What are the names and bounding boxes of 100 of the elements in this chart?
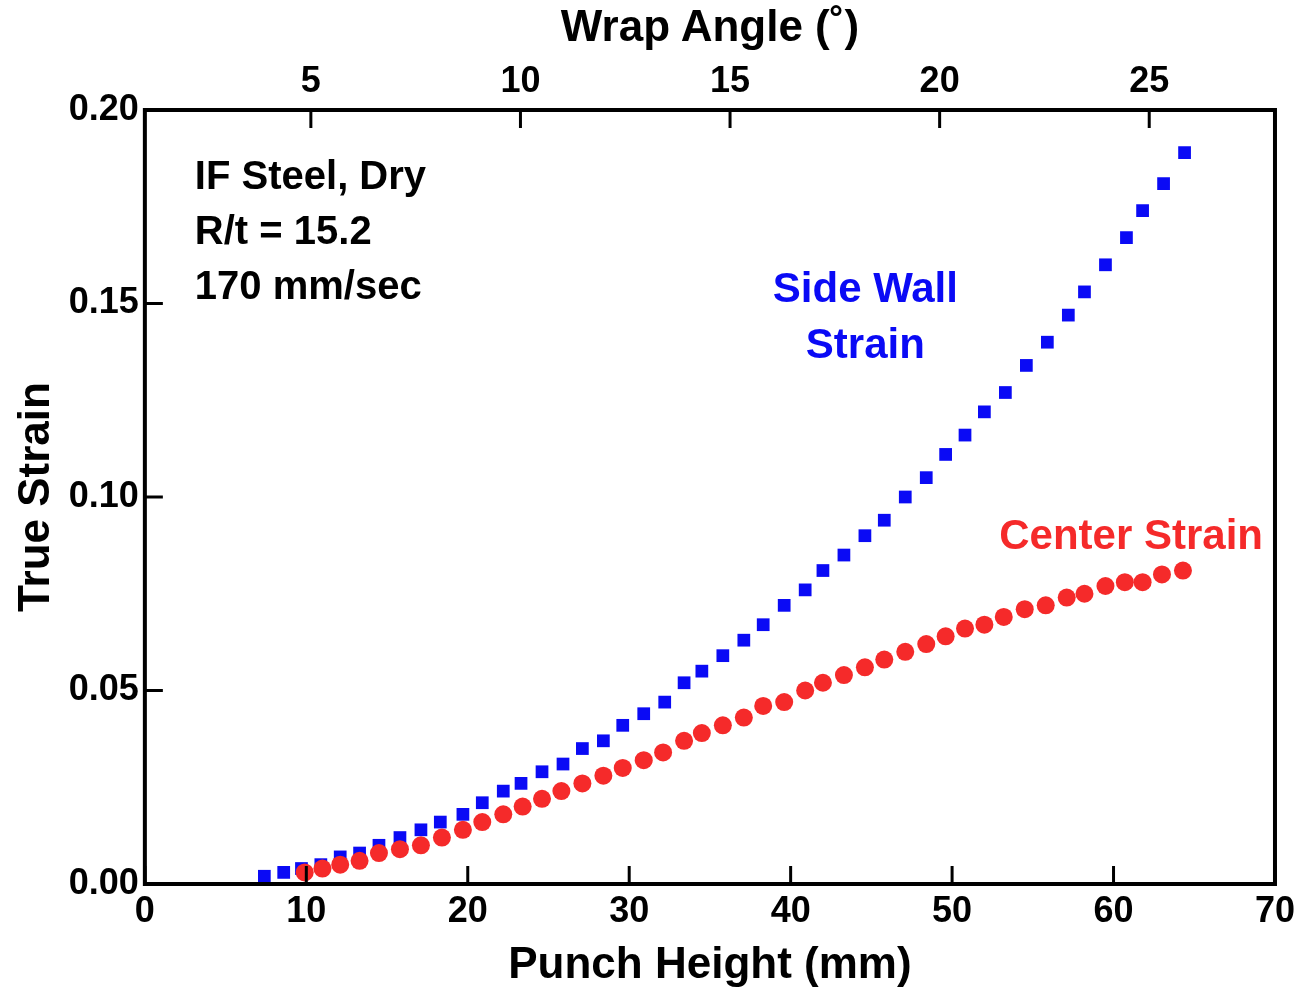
point [533,789,552,808]
point [777,599,791,612]
point [473,813,492,832]
point [713,716,732,735]
point [675,731,694,750]
y-tick-label: 0.20 [68,86,139,128]
point [1173,561,1192,580]
point [1157,177,1170,190]
annotation: IF Steel, Dry [194,153,427,198]
point [1015,600,1034,619]
point [573,774,592,793]
point [411,836,430,855]
point [331,855,350,874]
point [1099,258,1112,272]
point [737,633,751,647]
annotation: R/t = 15.2 [194,208,372,253]
point [1061,308,1075,322]
point [919,471,933,485]
point [634,751,653,770]
x-tick-label: 70 [1254,888,1295,930]
x-tick-label: 20 [447,888,488,930]
point [1136,204,1149,217]
x-tick-label: 10 [286,888,327,930]
point [1115,573,1134,592]
point [594,766,613,785]
point [999,386,1012,399]
point [695,664,709,678]
point [734,708,753,727]
x-tick-label: 50 [932,888,973,930]
point [369,844,388,863]
x2-tick-label: 5 [300,59,321,101]
point [475,796,489,810]
point [692,724,711,743]
point [1019,359,1033,372]
point [796,681,815,700]
point [494,805,513,824]
point [616,718,630,732]
point [813,673,832,692]
point [756,618,770,632]
annotation: 170 mm/sec [194,263,422,308]
x2-tick-label: 15 [710,59,751,101]
y-tick-label: 0.05 [68,667,139,709]
series-label: Side Wall Strain [772,263,958,367]
point [414,823,428,837]
point [896,642,915,661]
point [456,807,470,821]
y-tick-label: 0.10 [68,473,139,515]
point [496,784,510,798]
point [513,797,532,816]
point [390,840,409,859]
point [1120,231,1133,245]
point [978,405,991,419]
point [877,513,891,527]
x2-axis-title: Wrap Angle (˚) [560,0,860,50]
point [816,564,830,577]
point [994,607,1013,626]
x-tick-label: 30 [609,888,650,930]
point [936,627,955,646]
y-axis-title: True Strain [8,382,58,612]
point [432,828,451,847]
point [654,743,673,762]
point [613,758,632,777]
x2-tick-label: 20 [919,59,960,101]
point [637,707,651,721]
point [514,777,528,790]
point [1075,584,1094,603]
x-tick-label: 40 [770,888,811,930]
point [658,695,672,709]
point [716,649,730,663]
point [350,851,369,870]
point [1040,335,1054,349]
point [1057,588,1076,607]
point [1036,596,1055,615]
point [313,859,332,878]
point [535,765,549,779]
point [855,658,874,677]
x-tick-label: 60 [1093,888,1134,930]
point [1096,577,1115,596]
point [939,448,952,461]
point [597,734,610,748]
point [917,635,936,654]
x2-tick-label: 10 [500,59,541,101]
point [798,583,812,597]
point [834,666,853,685]
point [1178,146,1191,159]
x2-tick-label: 25 [1129,59,1170,101]
point [898,490,912,504]
point [257,869,271,883]
point [858,529,872,543]
point [576,742,589,755]
point [754,696,773,715]
series-label: Center Strain [999,511,1263,559]
point [775,693,794,712]
point [1133,573,1152,592]
y-tick-label: 0.15 [68,280,139,322]
point [277,866,291,879]
point [433,815,447,829]
point [1078,285,1091,299]
x-axis-title: Punch Height (mm) [508,937,912,987]
point [875,650,894,669]
